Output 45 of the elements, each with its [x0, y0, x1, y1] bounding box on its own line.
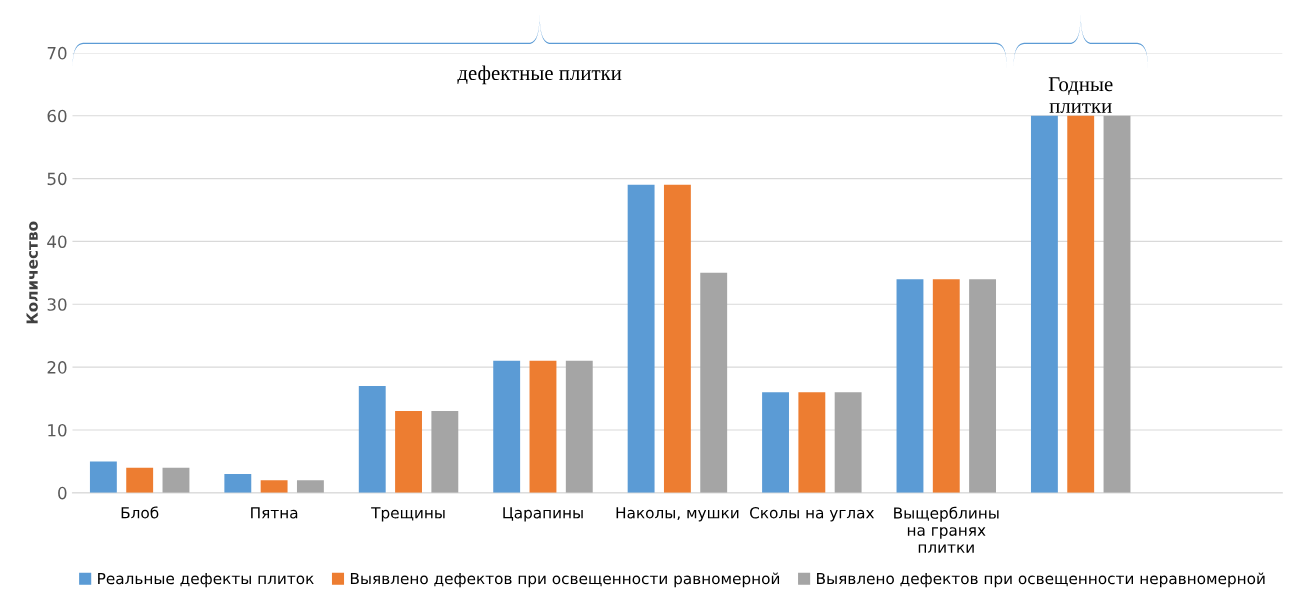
- bar: [296, 480, 324, 493]
- x-tick-label: Пятна: [251, 507, 298, 519]
- bar: [932, 279, 960, 493]
- bar: [663, 184, 691, 493]
- bar: [126, 467, 154, 493]
- bar: [1103, 115, 1131, 493]
- x-tick-label: Выщерблины на гранях плитки: [894, 506, 999, 553]
- bar: [700, 272, 728, 493]
- x-tick-label: Сколы на углах: [750, 506, 875, 522]
- annotation: дефектные плитки: [457, 65, 622, 85]
- bar: [260, 480, 288, 493]
- y-tick-label: 0: [58, 486, 67, 500]
- y-tick-label: 20: [47, 361, 67, 374]
- bar: [798, 392, 826, 493]
- x-tick-label: Трещины: [371, 507, 445, 522]
- bar: [493, 360, 521, 493]
- y-tick-label: 50: [47, 172, 67, 186]
- bar: [627, 184, 655, 493]
- bar: [395, 411, 422, 493]
- annotation: Годные плитки: [1048, 77, 1113, 113]
- bar: [89, 461, 117, 493]
- y-tick-label: 60: [47, 109, 67, 123]
- bar: [162, 467, 190, 493]
- bar: [896, 279, 924, 493]
- y-tick-label: 40: [47, 235, 67, 248]
- legend-label: Выявлено дефектов при освещенности равномерной: [350, 572, 780, 588]
- bar: [762, 392, 789, 493]
- y-tick-label: 10: [48, 423, 67, 437]
- bar: [529, 360, 557, 493]
- bar: [224, 473, 252, 493]
- bar: [969, 279, 997, 493]
- legend-label: Выявлено дефектов при освещенности неравномерной: [817, 572, 1265, 588]
- bar: [358, 385, 386, 493]
- x-tick-label: Царапины: [503, 507, 583, 522]
- bar: [431, 411, 459, 493]
- bar: [565, 360, 593, 493]
- x-tick-label: Наколы, мушки: [616, 507, 739, 522]
- bar: [834, 392, 862, 493]
- bar: [1030, 115, 1058, 493]
- legend-label: Реальные дефекты плиток: [98, 572, 314, 588]
- bar: [1067, 115, 1095, 493]
- y-axis-title: Количество: [26, 221, 38, 324]
- y-tick-label: 30: [47, 298, 67, 311]
- y-tick-label: 70: [47, 46, 67, 60]
- x-tick-label: Блоб: [121, 506, 159, 519]
